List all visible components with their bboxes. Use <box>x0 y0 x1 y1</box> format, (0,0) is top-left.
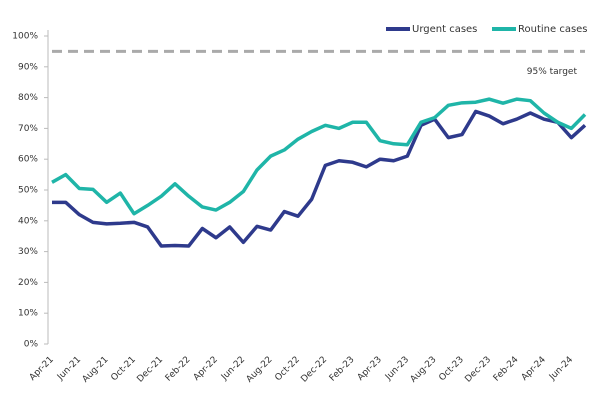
legend-label: Routine cases <box>518 24 588 35</box>
x-tick-label: Feb-24 <box>492 355 521 384</box>
x-tick-label: Dec-22 <box>299 355 329 385</box>
legend-label: Urgent cases <box>412 24 477 35</box>
y-tick-label: 30% <box>18 247 38 257</box>
y-tick-label: 100% <box>12 32 38 42</box>
x-tick-label: Apr-24 <box>520 355 548 383</box>
y-tick-label: 70% <box>18 124 38 134</box>
y-tick-label: 50% <box>18 186 38 196</box>
x-tick-label: Oct-21 <box>109 355 137 383</box>
x-tick-label: Jun-22 <box>219 355 247 383</box>
y-tick-label: 90% <box>18 62 38 72</box>
x-tick-label: Dec-21 <box>135 355 165 385</box>
x-tick-label: Apr-21 <box>28 355 56 383</box>
x-tick-label: Jun-23 <box>383 355 411 383</box>
y-tick-label: 40% <box>18 216 38 226</box>
x-tick-label: Feb-22 <box>164 355 193 384</box>
x-tick-label: Apr-22 <box>192 355 220 383</box>
x-tick-label: Apr-23 <box>356 355 384 383</box>
x-tick-label: Oct-23 <box>437 355 465 383</box>
y-tick-label: 10% <box>18 309 38 319</box>
x-tick-label: Jun-24 <box>547 355 575 383</box>
x-tick-label: Dec-23 <box>463 355 493 385</box>
series-line <box>51 97 587 216</box>
x-tick-label: Aug-22 <box>245 355 275 385</box>
x-tick-label: Aug-21 <box>81 355 111 385</box>
x-tick-label: Aug-23 <box>409 355 439 385</box>
target-label: 95% target <box>527 67 578 77</box>
x-tick-label: Oct-22 <box>273 355 301 383</box>
y-tick-label: 20% <box>18 278 38 288</box>
x-tick-label: Feb-23 <box>328 355 357 384</box>
y-tick-label: 0% <box>24 340 39 350</box>
y-tick-label: 80% <box>18 93 38 103</box>
series-line <box>52 109 587 248</box>
y-tick-label: 60% <box>18 155 38 165</box>
x-tick-label: Jun-21 <box>55 355 83 383</box>
